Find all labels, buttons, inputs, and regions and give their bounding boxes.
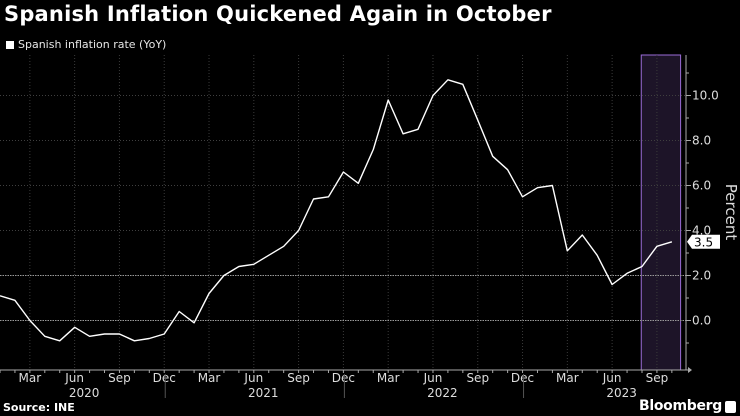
last-value-callout bbox=[687, 234, 720, 249]
x-tick-label: Jun bbox=[243, 371, 263, 385]
y-tick-label: 10.0 bbox=[692, 89, 719, 103]
x-tick-label: Mar bbox=[198, 371, 221, 385]
x-tick-label: Sep bbox=[108, 371, 131, 385]
x-year-label: 2023 bbox=[606, 386, 637, 400]
y-axis-label: Percent bbox=[722, 184, 740, 241]
y-tick-label: 8.0 bbox=[692, 134, 711, 148]
legend-swatch bbox=[6, 40, 14, 49]
x-year-label: 2021 bbox=[248, 386, 279, 400]
x-year-label: 2022 bbox=[427, 386, 458, 400]
chart-title: Spanish Inflation Quickened Again in Oct… bbox=[4, 2, 552, 26]
x-tick-label: Sep bbox=[646, 371, 669, 385]
last-value-label: 3.5 bbox=[694, 235, 713, 249]
x-year-label: 2020 bbox=[69, 386, 100, 400]
x-tick-label: Jun bbox=[423, 371, 443, 385]
x-tick-label: Jun bbox=[64, 371, 84, 385]
x-tick-label: Sep bbox=[287, 371, 310, 385]
bloomberg-logo: Bloomberg bbox=[638, 398, 722, 414]
legend: Spanish inflation rate (YoY) bbox=[6, 38, 166, 51]
x-tick-label: Dec bbox=[511, 371, 534, 385]
x-tick-label: Jun bbox=[602, 371, 622, 385]
source-note: Source: INE bbox=[3, 401, 75, 414]
legend-label: Spanish inflation rate (YoY) bbox=[18, 38, 167, 51]
x-tick-label: Dec bbox=[332, 371, 355, 385]
x-tick-label: Mar bbox=[556, 371, 579, 385]
y-tick-label: 0.0 bbox=[692, 314, 711, 328]
x-tick-label: Mar bbox=[377, 371, 400, 385]
y-tick-label: 6.0 bbox=[692, 179, 711, 193]
series-line bbox=[0, 79, 673, 342]
highlight-band bbox=[640, 54, 682, 371]
x-tick-label: Mar bbox=[19, 371, 42, 385]
y-tick-label: 4.0 bbox=[692, 224, 711, 238]
y-tick-label: 2.0 bbox=[692, 269, 711, 283]
x-tick-label: Dec bbox=[153, 371, 176, 385]
x-axis-arrow bbox=[688, 367, 692, 373]
x-tick-label: Sep bbox=[466, 371, 489, 385]
bloomberg-chart-icon bbox=[725, 401, 736, 413]
